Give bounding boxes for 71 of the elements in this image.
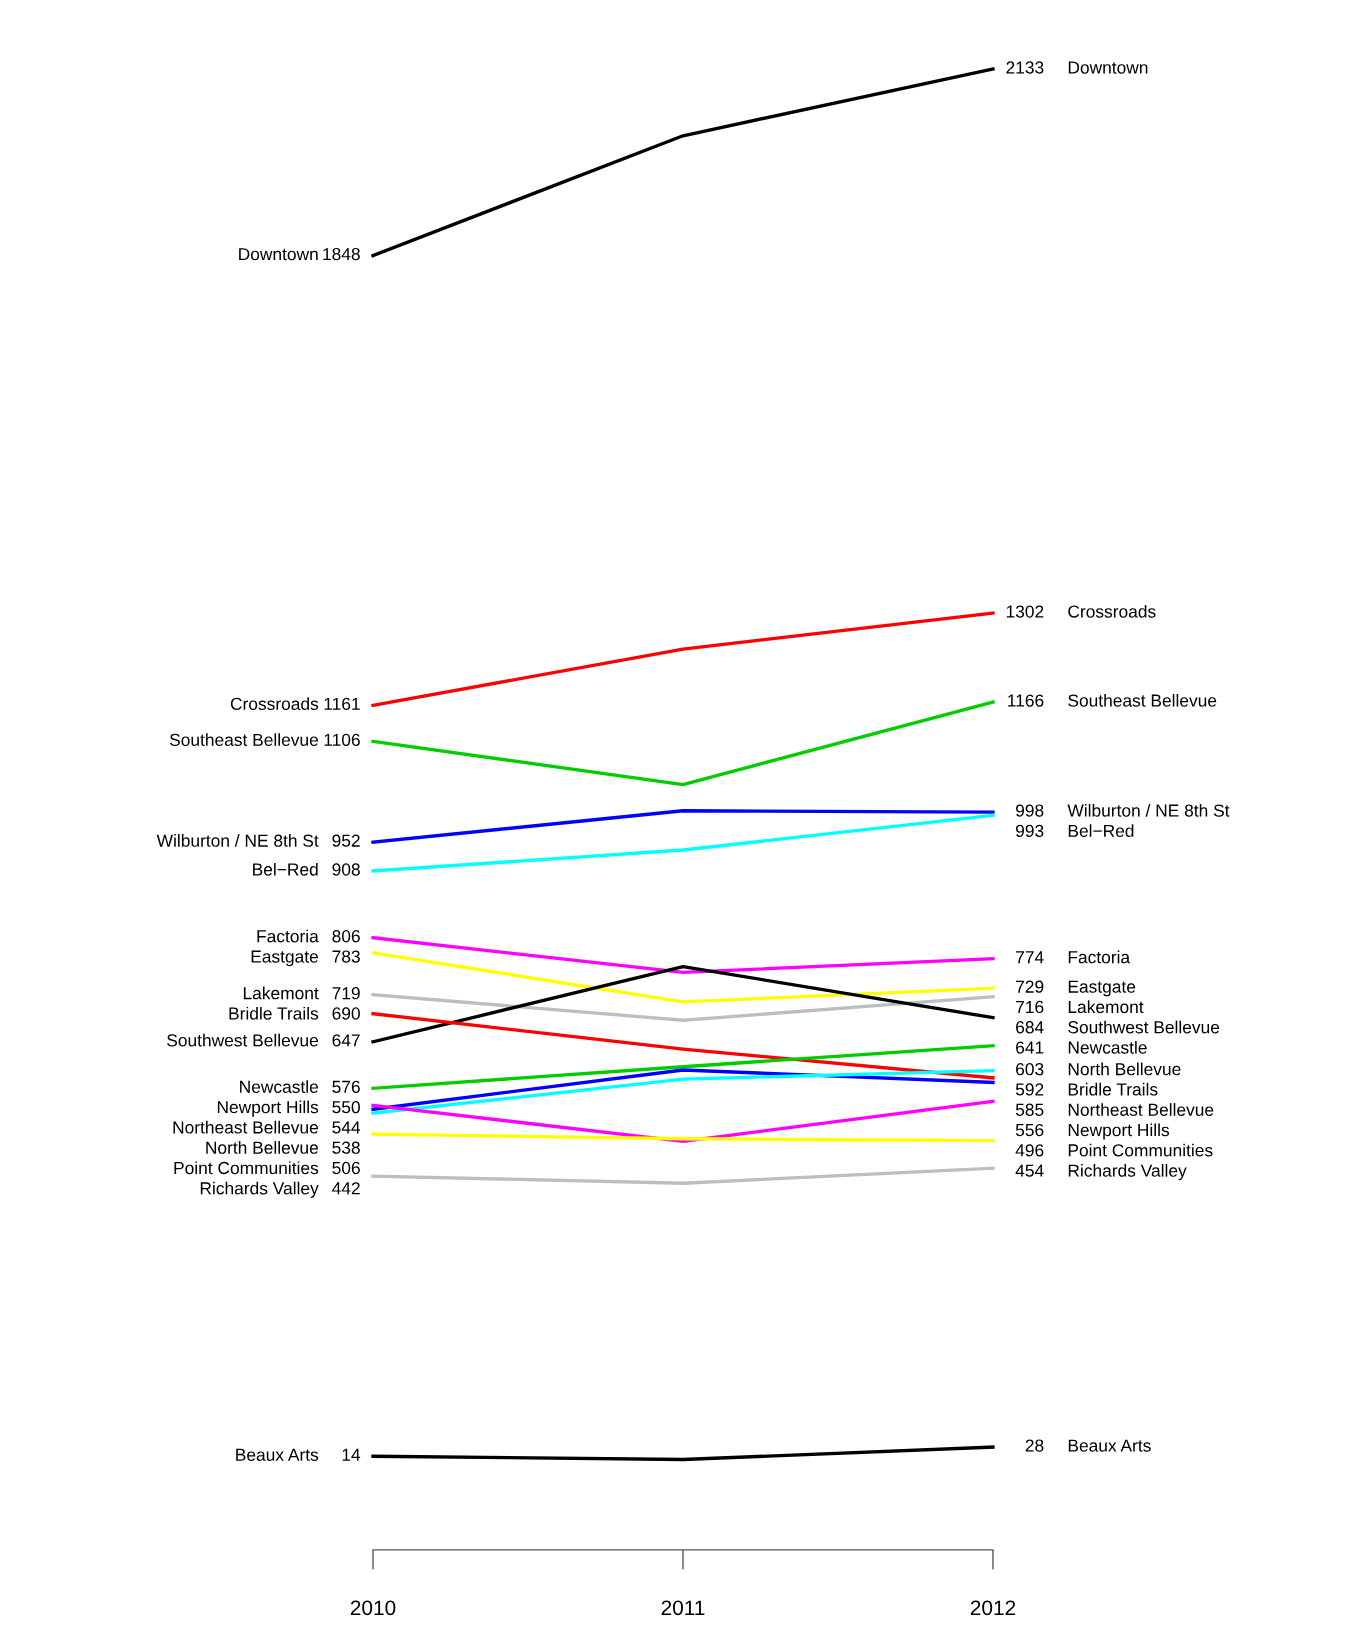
data-label: 585 (1015, 1103, 1044, 1116)
text: Crossroads (1068, 604, 1156, 618)
data-label: 576 (332, 1080, 360, 1093)
text: Crossroads (230, 697, 319, 710)
text: Northeast Bellevue (173, 1120, 318, 1134)
text: Beaux Arts (236, 1448, 319, 1461)
data-label: 1302 (1006, 605, 1044, 618)
text: Eastgate (251, 950, 318, 967)
data-label: 14 (342, 1448, 361, 1461)
text: Downtown (239, 248, 318, 261)
text: Southwest Bellevue (167, 1033, 318, 1047)
data-label: 1848 (323, 247, 360, 261)
x-tick-label: 2012 (970, 1600, 1016, 1616)
data-label: 729 (1016, 980, 1044, 993)
text: Beaux Arts (1068, 1439, 1151, 1452)
text: Newcastle (1068, 1040, 1147, 1054)
text: Bel−Red (253, 862, 318, 876)
data-label: 783 (332, 950, 360, 963)
data-label: 556 (1015, 1123, 1044, 1137)
text: Southeast Bellevue (1068, 693, 1217, 707)
text: Richards Valley (1068, 1164, 1187, 1181)
data-label: 538 (332, 1141, 360, 1154)
text: North Bellevue (1068, 1062, 1181, 1076)
data-label: 952 (332, 834, 360, 847)
data-label: 1106 (324, 733, 360, 747)
data-label: 506 (332, 1161, 360, 1175)
data-label: 716 (1016, 1000, 1044, 1014)
text: Lakemont (1068, 1000, 1144, 1014)
data-label: 647 (332, 1034, 360, 1047)
data-label: 806 (332, 930, 360, 943)
text: Bridle Trails (229, 1006, 319, 1020)
text: Wilburton / NE 8th St (1067, 803, 1230, 817)
data-label: 496 (1015, 1144, 1044, 1157)
text: Northeast Bellevue (1068, 1103, 1214, 1116)
data-label: 719 (332, 987, 360, 1000)
text: Southeast Bellevue (169, 733, 318, 747)
text: Factoria (257, 929, 319, 943)
data-label: 2133 (1006, 61, 1044, 74)
text: Wilburton / NE 8th St (156, 834, 319, 847)
data-label: 690 (332, 1007, 360, 1020)
x-tick-label: 2010 (350, 1600, 396, 1616)
data-label: 774 (1016, 951, 1044, 964)
data-label: 993 (1016, 824, 1044, 838)
text: Richards Valley (200, 1181, 319, 1198)
text: North Bellevue (206, 1141, 318, 1154)
text: Newport Hills (217, 1100, 319, 1117)
data-label: 454 (1015, 1164, 1044, 1177)
text: Eastgate (1068, 980, 1136, 997)
data-label: 1166 (1008, 694, 1044, 707)
data-label: 1161 (324, 697, 360, 710)
text: Newport Hills (1068, 1123, 1170, 1140)
text: Point Communities (1068, 1143, 1213, 1157)
data-label: 603 (1016, 1063, 1044, 1076)
data-label: 684 (1016, 1021, 1044, 1034)
data-label: 592 (1015, 1083, 1044, 1096)
data-label: 550 (332, 1100, 360, 1114)
text: Downtown (1068, 61, 1148, 74)
text: Lakemont (243, 986, 319, 1000)
data-label: 28 (1025, 1439, 1044, 1452)
data-label: 998 (1016, 804, 1044, 817)
text: Bridle Trails (1068, 1082, 1158, 1096)
text: Point Communities (174, 1161, 319, 1175)
data-label: 442 (332, 1182, 360, 1195)
text: Factoria (1068, 950, 1131, 964)
text: Bel−Red (1068, 824, 1134, 838)
text: Southwest Bellevue (1068, 1020, 1220, 1034)
data-label: 544 (332, 1121, 361, 1134)
x-tick-label: 2011 (661, 1600, 705, 1616)
data-label: 908 (332, 863, 360, 876)
text: Newcastle (240, 1080, 318, 1093)
data-label: 641 (1016, 1041, 1044, 1054)
